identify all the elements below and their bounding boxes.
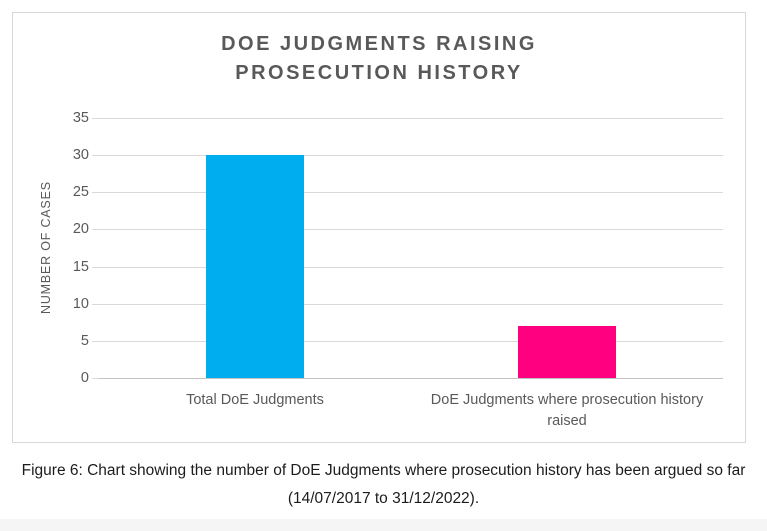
y-tick bbox=[92, 341, 99, 342]
gridline-15 bbox=[99, 267, 723, 268]
y-tick-label: 5 bbox=[80, 333, 89, 349]
bar-2 bbox=[518, 326, 616, 378]
chart-title: DOE JUDGMENTS RAISING PROSECUTION HISTOR… bbox=[13, 30, 745, 88]
gridline-10 bbox=[99, 304, 723, 305]
y-tick-label: 30 bbox=[72, 147, 89, 163]
x-axis-line bbox=[99, 378, 723, 379]
gridline-5 bbox=[99, 341, 723, 342]
y-tick-label: 15 bbox=[72, 259, 89, 275]
y-tick-label: 20 bbox=[72, 221, 89, 237]
y-tick bbox=[92, 304, 99, 305]
y-tick bbox=[92, 378, 99, 379]
bar-1 bbox=[206, 155, 304, 378]
x-axis: Total DoE Judgments DoE Judgments where p… bbox=[99, 390, 723, 438]
y-tick bbox=[92, 118, 99, 119]
chart-title-line-1: DOE JUDGMENTS RAISING bbox=[221, 33, 537, 55]
caption-line-1: Figure 6: Chart showing the number of Do… bbox=[21, 462, 746, 479]
figure-caption: Figure 6: Chart showing the number of Do… bbox=[0, 457, 767, 513]
y-tick-label: 35 bbox=[72, 110, 89, 126]
plot-area bbox=[99, 118, 723, 379]
category-label-2: DoE Judgments where prosecution history … bbox=[430, 392, 704, 429]
caption-line-2: (14/07/2017 to 31/12/2022). bbox=[287, 490, 480, 507]
gridline-35 bbox=[99, 118, 723, 119]
y-axis: 0 5 10 15 20 25 30 35 bbox=[13, 110, 99, 386]
gridline-20 bbox=[99, 229, 723, 230]
y-tick-label: 10 bbox=[72, 296, 89, 312]
chart-title-line-2: PROSECUTION HISTORY bbox=[235, 62, 523, 84]
next-section-edge bbox=[0, 519, 767, 531]
chart-container: DOE JUDGMENTS RAISING PROSECUTION HISTOR… bbox=[12, 12, 746, 443]
y-tick bbox=[92, 192, 99, 193]
gridline-25 bbox=[99, 192, 723, 193]
y-tick-label: 0 bbox=[80, 370, 89, 386]
category-label-1: Total DoE Judgments bbox=[186, 392, 324, 408]
y-tick bbox=[92, 267, 99, 268]
gridline-30 bbox=[99, 155, 723, 156]
y-tick bbox=[92, 229, 99, 230]
y-tick bbox=[92, 155, 99, 156]
y-tick-label: 25 bbox=[72, 184, 89, 200]
